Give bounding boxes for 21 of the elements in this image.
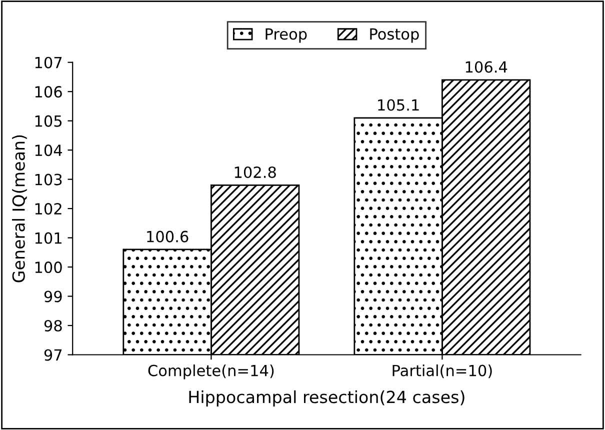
- y-tick-label: 104: [35, 144, 62, 156]
- y-tick-label: 100: [35, 261, 62, 274]
- legend-label: Postop: [370, 28, 419, 43]
- y-tick-label: 97: [44, 349, 62, 361]
- y-tick-label: 103: [35, 174, 62, 186]
- legend-label: Preop: [266, 28, 307, 43]
- y-tick-label: 98: [44, 320, 62, 332]
- x-axis-title: Hippocampal resection(24 cases): [189, 390, 464, 406]
- y-tick-label: 107: [35, 56, 62, 68]
- x-tick-label: Complete(n=14): [148, 364, 274, 380]
- data-label: 105.1: [378, 99, 419, 111]
- y-tick-label: 105: [35, 115, 62, 127]
- y-tick-label: 101: [35, 232, 62, 244]
- data-label: 100.6: [147, 230, 188, 242]
- y-tick-label: 99: [44, 290, 62, 302]
- data-label: 102.8: [234, 166, 276, 178]
- y-axis-title: General IQ(mean): [12, 135, 27, 282]
- y-tick-label: 102: [35, 203, 62, 215]
- y-tick-label: 106: [35, 86, 62, 98]
- data-label: 106.4: [466, 61, 508, 73]
- x-tick-label: Partial(n=10): [392, 364, 492, 378]
